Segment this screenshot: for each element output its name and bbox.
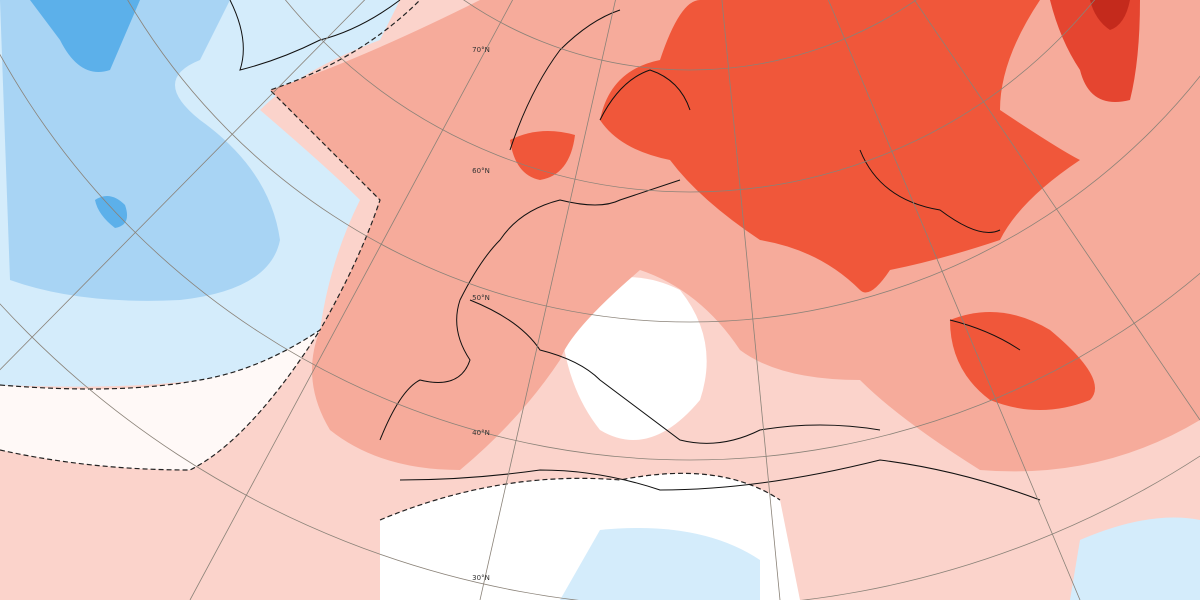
- latitude-circle: [127, 0, 1200, 323]
- meridian: [827, 0, 1081, 600]
- neutral-region: [560, 277, 707, 440]
- hot-region: [950, 312, 1095, 410]
- zero-contour: [0, 329, 321, 471]
- latitude-label: 60°N: [472, 167, 490, 175]
- coastline: [509, 9, 1021, 351]
- coastline: [379, 179, 1041, 501]
- latitude-label: 50°N: [472, 294, 490, 302]
- cool-region: [0, 0, 280, 301]
- latitude-label: 30°N: [472, 574, 490, 582]
- cool-region: [560, 528, 760, 600]
- zero-contour: [379, 472, 781, 521]
- cool-region: [1070, 517, 1200, 600]
- meridian: [189, 0, 514, 600]
- hot-region: [510, 131, 575, 180]
- meridian: [479, 0, 616, 600]
- hot-region: [1090, 0, 1130, 30]
- cold-region: [95, 196, 128, 228]
- latitude-label: 40°N: [472, 429, 490, 437]
- hot-region: [600, 0, 1080, 293]
- meridian: [913, 0, 1200, 421]
- latitude-circle: [285, 0, 1095, 193]
- zero-contour: [0, 0, 421, 390]
- meridian: [0, 0, 366, 371]
- latitude-circle: [463, 0, 917, 71]
- coastline: [229, 0, 401, 71]
- neutral-region: [0, 330, 320, 470]
- cold-region: [30, 0, 140, 72]
- latitude-circle: [0, 53, 1200, 461]
- meridian: [721, 0, 781, 600]
- latitude-label: 70°N: [472, 46, 490, 54]
